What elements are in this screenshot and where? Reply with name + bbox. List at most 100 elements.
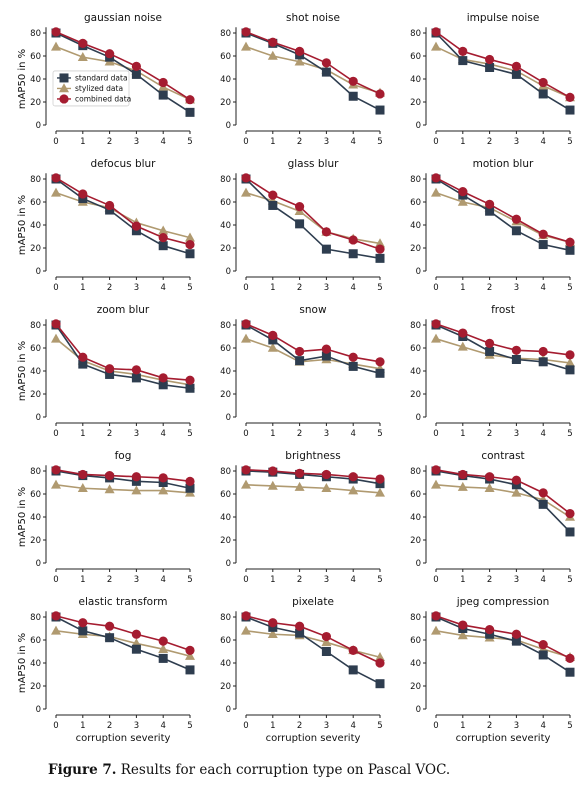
x-tick-label: 4 (350, 137, 355, 147)
legend-label: standard data (75, 74, 128, 83)
data-point-standard-data (375, 679, 385, 689)
figure-caption: Figure 7. Results for each corruption ty… (48, 762, 450, 778)
data-point-standard-data (485, 206, 495, 216)
data-point-combined-data (431, 173, 441, 183)
data-point-stylized-data (77, 483, 88, 493)
legend-marker (59, 73, 69, 83)
y-tick-label: 0 (36, 121, 41, 131)
series-line-stylized-data (55, 484, 191, 494)
series-line-stylized-data (245, 338, 381, 370)
subplot-title: shot noise (286, 12, 340, 24)
subplot-title: fog (115, 450, 132, 462)
data-point-combined-data (241, 465, 251, 475)
series-line-stylized-data (245, 484, 381, 494)
data-point-standard-data (295, 628, 305, 638)
series-line-standard-data (245, 616, 381, 685)
x-tick-label: 5 (377, 429, 382, 439)
x-tick-label: 3 (324, 137, 329, 147)
data-point-stylized-data (431, 479, 441, 489)
data-point-stylized-data (241, 187, 251, 197)
subplot-brightness: brightness 0 20 40 60 80 0 1 2 3 4 5 (220, 450, 385, 585)
x-tick-label: 3 (134, 721, 139, 731)
subplot-title: jpeg compression (456, 596, 550, 608)
x-tick-label: 4 (350, 721, 355, 731)
series-line-combined-data (245, 177, 381, 250)
y-axis-label: mAP50 in % (17, 49, 28, 109)
data-point-combined-data (375, 244, 385, 254)
data-point-combined-data (268, 330, 278, 340)
y-tick-label: 60 (220, 490, 231, 500)
data-point-stylized-data (457, 341, 468, 351)
data-point-standard-data (105, 205, 115, 215)
x-tick-label: 1 (460, 429, 465, 439)
y-tick-label: 40 (410, 221, 421, 231)
data-point-combined-data (295, 468, 305, 478)
data-point-combined-data (131, 61, 141, 71)
subplot-pixelate: pixelate 0 20 40 60 80 0 1 2 3 4 5 corruption severi… (220, 596, 385, 744)
data-point-combined-data (321, 58, 331, 68)
data-point-combined-data (105, 200, 115, 211)
data-point-combined-data (458, 187, 468, 197)
data-point-combined-data (51, 319, 61, 329)
x-tick-label: 4 (350, 575, 355, 585)
x-tick-label: 5 (567, 575, 572, 585)
y-tick-label: 0 (226, 121, 231, 131)
data-point-combined-data (158, 373, 168, 383)
data-point-stylized-data (158, 485, 169, 495)
data-point-standard-data (348, 91, 358, 101)
data-point-standard-data (268, 200, 278, 210)
subplot-shot-noise: shot noise 0 20 40 60 80 0 1 2 3 4 5 (220, 12, 385, 147)
y-axis-label: mAP50 in % (17, 633, 28, 693)
data-point-standard-data (78, 194, 88, 204)
data-point-combined-data (485, 472, 495, 482)
data-point-combined-data (158, 473, 168, 483)
data-point-stylized-data (348, 485, 359, 495)
x-tick-label: 4 (160, 283, 165, 293)
data-point-stylized-data (267, 342, 278, 352)
x-tick-label: 0 (53, 575, 58, 585)
x-tick-label: 0 (433, 575, 438, 585)
subplot-glass-blur: glass blur 0 20 40 60 80 0 1 2 3 4 5 (220, 158, 385, 293)
data-point-standard-data (485, 63, 495, 72)
data-point-standard-data (511, 355, 521, 364)
y-tick-label: 20 (30, 244, 41, 254)
x-tick-label: 5 (567, 283, 572, 293)
data-point-standard-data (158, 90, 168, 100)
legend-box (52, 70, 130, 107)
data-point-standard-data (565, 245, 575, 255)
x-tick-label: 5 (567, 429, 572, 439)
data-point-combined-data (131, 472, 141, 482)
y-tick-label: 80 (410, 175, 421, 185)
data-point-standard-data (375, 368, 385, 378)
data-point-standard-data (565, 667, 575, 677)
data-point-standard-data (565, 365, 575, 375)
x-tick-label: 2 (297, 721, 302, 731)
series-line-stylized-data (435, 192, 571, 244)
x-tick-label: 1 (80, 721, 85, 731)
y-tick-label: 0 (416, 705, 421, 715)
data-point-standard-data (538, 240, 548, 250)
data-point-combined-data (295, 621, 305, 631)
data-point-stylized-data (565, 357, 575, 367)
y-axis-label: mAP50 in % (17, 195, 28, 255)
data-point-combined-data (185, 375, 195, 385)
x-tick-label: 3 (324, 575, 329, 585)
data-point-combined-data (565, 350, 575, 360)
data-point-standard-data (185, 249, 195, 259)
data-point-stylized-data (431, 333, 441, 343)
x-tick-label: 0 (243, 721, 248, 731)
data-point-combined-data (511, 629, 521, 639)
subplot-fog: fog 0 20 40 60 80 0 1 2 3 4 5 mAP50 in % (17, 450, 195, 585)
data-point-stylized-data (457, 630, 468, 640)
data-point-combined-data (241, 27, 251, 37)
data-point-combined-data (105, 621, 115, 631)
data-point-stylized-data (131, 485, 142, 495)
data-point-stylized-data (104, 484, 115, 494)
x-tick-label: 4 (160, 137, 165, 147)
data-point-standard-data (538, 650, 548, 660)
data-point-combined-data (185, 95, 195, 105)
y-tick-label: 40 (410, 513, 421, 523)
y-tick-label: 60 (220, 636, 231, 646)
y-axis-label: mAP50 in % (17, 487, 28, 547)
